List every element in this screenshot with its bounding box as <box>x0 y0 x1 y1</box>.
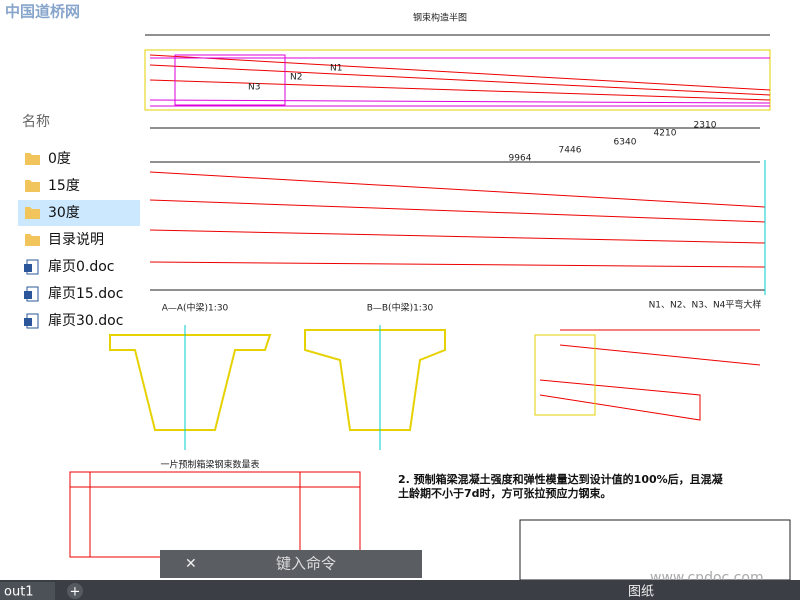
folder-icon <box>25 153 40 165</box>
tendon-label: N2 <box>290 73 302 83</box>
file-name[interactable]: 扉页30.doc <box>48 313 123 329</box>
doc-icon-badge <box>24 291 32 299</box>
layout-tab-label[interactable]: out1 <box>4 585 34 600</box>
command-prompt[interactable]: 键入命令 <box>276 555 336 573</box>
close-icon[interactable]: ✕ <box>185 556 197 572</box>
file-name[interactable]: 30度 <box>48 205 80 221</box>
doc-icon-badge <box>24 264 32 272</box>
file-name[interactable]: 15度 <box>48 178 80 194</box>
detail-title: N1、N2、N3、N4平弯大样 <box>649 299 762 311</box>
box-section <box>304 329 446 431</box>
file-name[interactable]: 目录说明 <box>48 232 104 248</box>
doc-icon-badge <box>24 318 32 326</box>
watermark: 中国道桥网 <box>5 3 80 21</box>
tendon-line <box>149 64 771 96</box>
dimension: 6340 <box>614 138 637 148</box>
box <box>174 54 286 106</box>
tendon-line <box>149 261 766 268</box>
magenta-line <box>149 99 771 104</box>
command-bar[interactable] <box>160 550 422 578</box>
add-tab[interactable] <box>67 583 83 599</box>
tendon-label: N3 <box>248 83 260 93</box>
file-name[interactable]: 扉页15.doc <box>48 286 123 302</box>
folder-icon <box>25 180 40 192</box>
folder-icon <box>25 207 40 219</box>
tendon-line <box>149 171 766 208</box>
tendon-line <box>149 54 771 91</box>
detail-lines <box>539 329 761 421</box>
file-name[interactable]: 0度 <box>48 151 71 167</box>
status-bar <box>0 580 800 600</box>
layout-tab[interactable] <box>0 582 55 600</box>
section-title: B—B(中梁)1:30 <box>367 302 434 314</box>
table-title: 一片预制箱梁钢束数量表 <box>160 459 259 471</box>
status-label: 图纸 <box>628 585 654 600</box>
note: 2. 预制箱梁混凝土强度和弹性模量达到设计值的100%后，且混凝 <box>398 472 724 486</box>
sections: A—A(中梁)1:30 B—B(中梁)1:30 N1、N2、N3、N4平弯大样 <box>109 299 762 450</box>
tendon-line <box>149 199 766 223</box>
detail-box <box>534 334 596 416</box>
section-title: A—A(中梁)1:30 <box>162 302 229 314</box>
file-name[interactable]: 扉页0.doc <box>48 259 115 275</box>
tendon-line <box>149 79 771 101</box>
note: 土龄期不小于7d时，方可张拉预应力钢束。 <box>398 486 612 500</box>
dimension: 2310 <box>694 121 717 131</box>
column-header: 名称 <box>22 114 50 130</box>
box-section <box>109 334 272 431</box>
dimension: 7446 <box>559 146 582 156</box>
folder-icon <box>25 234 40 246</box>
dimension: 9964 <box>509 154 532 164</box>
plan-title: 钢束构造半图 <box>413 12 467 24</box>
elevation-view: 2310 4210 6340 7446 9964 <box>149 121 766 295</box>
tendon-line <box>149 229 766 244</box>
outline <box>144 49 771 111</box>
dimension: 4210 <box>654 129 677 139</box>
plan-view: 钢束构造半图 N1 N2 N3 <box>144 12 771 111</box>
add-tab-label[interactable]: + <box>70 585 81 600</box>
tendon-label: N1 <box>330 64 342 74</box>
